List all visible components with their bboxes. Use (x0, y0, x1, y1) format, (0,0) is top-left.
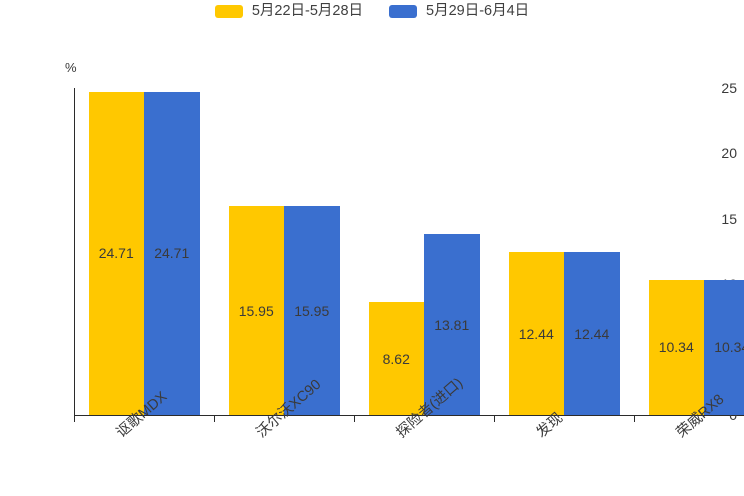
bar-value-label: 24.71 (98, 245, 134, 262)
bar-讴歌MDX-series-0[interactable]: 24.71 (88, 91, 144, 415)
bar-探险者(进口)-series-1[interactable]: 13.81 (424, 234, 480, 415)
bar-探险者(进口)-series-0[interactable]: 8.62 (368, 302, 424, 415)
bar-value-label: 13.81 (434, 316, 470, 333)
bar-value-label: 12.44 (574, 325, 610, 342)
legend-label-series-0: 5月22日-5月28日 (251, 3, 364, 19)
legend-label-series-1: 5月29日-6月4日 (426, 3, 530, 19)
bar-value-label: 10.34 (658, 339, 694, 356)
y-axis-tick-15: 15 (721, 210, 737, 227)
bar-发现-series-1[interactable]: 12.44 (564, 252, 620, 415)
bar-荣威RX8-series-0[interactable]: 10.34 (648, 279, 704, 415)
y-axis-tick-20: 20 (721, 145, 737, 162)
bar-沃尔沃XC90-series-0[interactable]: 15.95 (228, 206, 284, 415)
x-axis-tick-3 (494, 416, 495, 422)
bar-发现-series-0[interactable]: 12.44 (508, 252, 564, 415)
bar-value-label: 12.44 (518, 325, 554, 342)
legend-swatch-icon-series-0 (214, 4, 243, 18)
y-axis-tick-0: 0 (729, 407, 737, 423)
x-axis-line (74, 415, 744, 416)
y-axis-line (74, 88, 75, 416)
x-axis-tick-4 (634, 416, 635, 422)
bar-value-label: 24.71 (154, 245, 190, 262)
plot-area: % 2520151050 24.7124.7115.9515.958.6213.… (37, 40, 744, 441)
legend-item-series-1[interactable]: 5月29日-6月4日 (389, 4, 529, 19)
bar-荣威RX8-series-1[interactable]: 10.34 (704, 279, 744, 415)
bar-value-label: 15.95 (294, 302, 330, 319)
y-axis-tick-25: 25 (721, 80, 737, 96)
x-axis-tick-2 (354, 416, 355, 422)
x-axis-tick-1 (214, 416, 215, 422)
bar-讴歌MDX-series-1[interactable]: 24.71 (144, 91, 200, 415)
bar-value-label: 15.95 (238, 302, 274, 319)
x-axis-tick-0 (74, 416, 75, 422)
chart-legend: 5月22日-5月28日 5月29日-6月4日 (0, 4, 744, 19)
bar-value-label: 8.62 (382, 350, 410, 367)
bar-沃尔沃XC90-series-1[interactable]: 15.95 (284, 206, 340, 415)
bar-value-label: 10.34 (714, 339, 744, 356)
legend-swatch-icon-series-1 (389, 4, 418, 18)
legend-item-series-0[interactable]: 5月22日-5月28日 (214, 3, 364, 19)
y-axis-unit-label: % (65, 60, 77, 75)
